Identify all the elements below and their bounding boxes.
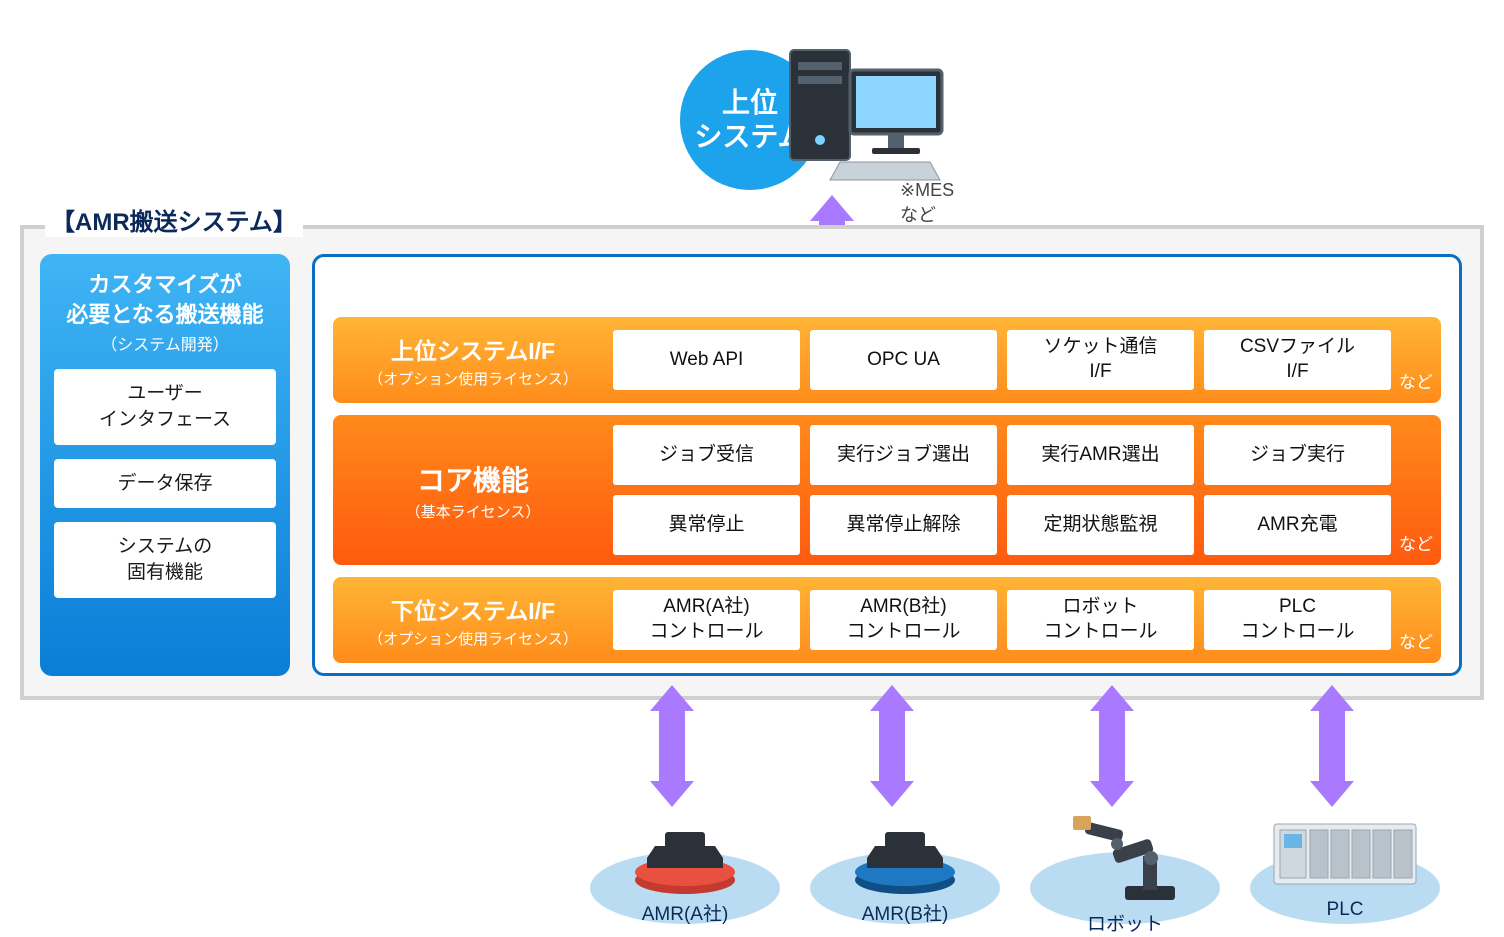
row-lower-cell-1: AMR(B社)コントロール [810,590,997,650]
row-lower-etc: など [1399,628,1433,653]
row-core-cell-5: 異常停止解除 [810,495,997,555]
device-label-2: ロボット [1030,909,1220,936]
device-0: AMR(A社) [590,808,780,936]
arrow-bottom-3 [1310,685,1354,807]
row-core-cell-7: AMR充電 [1204,495,1391,555]
row-upper-cell-3: CSVファイルI/F [1204,330,1391,390]
left-item-2: システムの固有機能 [54,522,276,597]
row-lower-sub: （オプション使用ライセンス） [343,628,603,649]
row-lower-cell-2: ロボットコントロール [1007,590,1194,650]
row-core-sub: （基本ライセンス） [343,501,603,522]
mes-note: ※MESなど [900,180,954,227]
row-upper-cell-1: OPC UA [810,330,997,390]
arrow-bottom-2 [1090,685,1134,807]
row-upper-sub: （オプション使用ライセンス） [343,368,603,389]
left-title-1: カスタマイズが [54,270,276,300]
row-upper-head: 上位システムI/F （オプション使用ライセンス） [343,332,603,389]
row-core-cell-1: 実行ジョブ選出 [810,425,997,485]
row-core-cell-3: ジョブ実行 [1204,425,1391,485]
row-upper-cell-0: Web API [613,330,800,390]
device-label-1: AMR(B社) [810,899,1000,926]
row-upper-cell-2: ソケット通信I/F [1007,330,1194,390]
row-core-cell-6: 定期状態監視 [1007,495,1194,555]
row-core-cell-4: 異常停止 [613,495,800,555]
device-label-3: PLC [1250,899,1440,921]
left-title-2: 必要となる搬送機能 [54,300,276,330]
computer-icon [780,40,950,195]
row-lower-cell-3: PLCコントロール [1204,590,1391,650]
device-row: AMR(A社) AMR(B社) ロボット PLC [590,808,1440,936]
device-3: PLC [1250,808,1440,936]
row-core-head: コア機能 （基本ライセンス） [343,459,603,522]
row-lower-title: 下位システムI/F [343,592,603,626]
device-2: ロボット [1030,808,1220,936]
row-lower-head: 下位システムI/F （オプション使用ライセンス） [343,592,603,649]
left-subtitle: （システム開発） [54,331,276,355]
row-core-cell-0: ジョブ受信 [613,425,800,485]
left-item-1: データ保存 [54,459,276,509]
upper-system: 上位 システム ※MESなど [680,20,940,190]
row-upper-title: 上位システムI/F [343,332,603,366]
left-item-0: ユーザーインタフェース [54,369,276,444]
device-1: AMR(B社) [810,808,1000,936]
row-lower: 下位システムI/F （オプション使用ライセンス） AMR(A社)コントロールAM… [333,577,1441,663]
row-core-cell-2: 実行AMR選出 [1007,425,1194,485]
arrow-bottom-0 [650,685,694,807]
right-frame: 上位システムI/F （オプション使用ライセンス） Web APIOPC UAソケ… [312,254,1462,676]
row-upper: 上位システムI/F （オプション使用ライセンス） Web APIOPC UAソケ… [333,317,1441,403]
row-core: コア機能 （基本ライセンス） ジョブ受信実行ジョブ選出実行AMR選出ジョブ実行異… [333,415,1441,565]
row-core-title: コア機能 [343,459,603,499]
row-upper-etc: など [1399,368,1433,393]
row-lower-cell-0: AMR(A社)コントロール [613,590,800,650]
device-label-0: AMR(A社) [590,899,780,926]
arrow-bottom-1 [870,685,914,807]
row-core-etc: など [1399,530,1433,555]
left-panel: カスタマイズが 必要となる搬送機能 （システム開発） ユーザーインタフェースデー… [40,254,290,676]
main-title: 【AMR搬送システム】 [45,202,303,237]
